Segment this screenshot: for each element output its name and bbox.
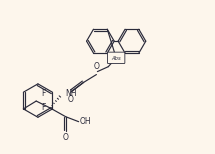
Text: O: O — [63, 134, 69, 142]
Text: O: O — [94, 62, 99, 71]
FancyBboxPatch shape — [108, 52, 125, 64]
Text: F: F — [41, 89, 46, 98]
Text: O: O — [68, 95, 74, 104]
Text: OH: OH — [80, 117, 91, 126]
Text: NH: NH — [65, 89, 76, 98]
Text: F: F — [41, 103, 46, 112]
Text: Abs: Abs — [111, 56, 121, 61]
